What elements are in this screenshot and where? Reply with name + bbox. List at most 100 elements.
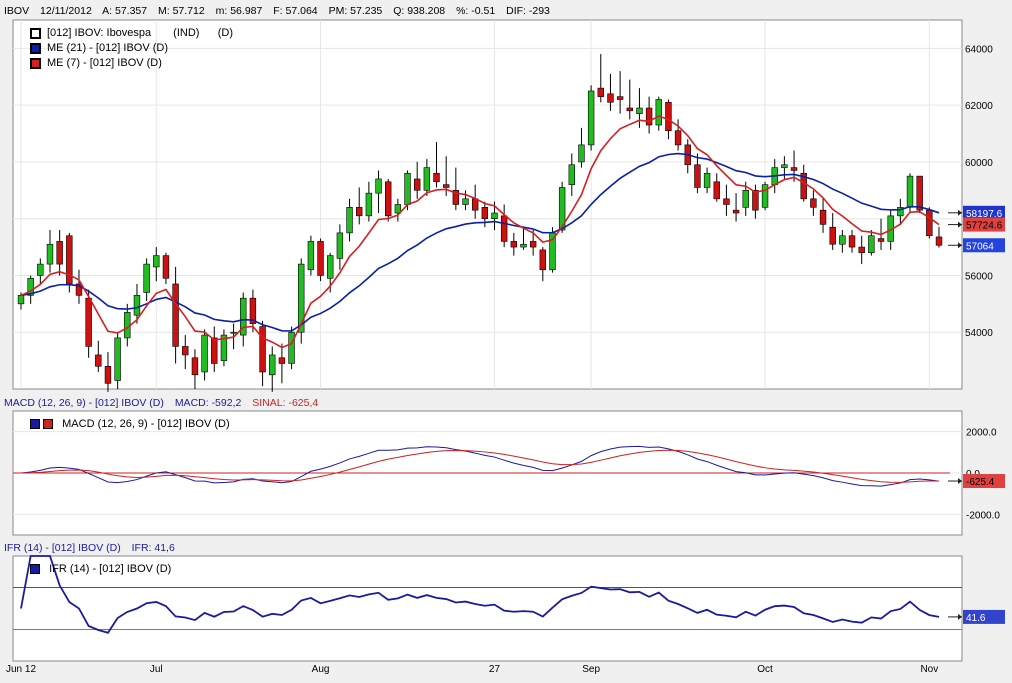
legend-label: ME (21) - [012] IBOV (D): [47, 42, 169, 54]
candle-body: [471, 198, 479, 211]
legend-label: ME (7) - [012] IBOV (D): [47, 57, 162, 69]
pct-value: %: -0.51: [456, 5, 496, 17]
candle-body: [269, 354, 276, 376]
x-tick-label: Nov: [920, 664, 938, 675]
candle-body: [616, 96, 624, 100]
candle-body: [665, 102, 672, 131]
ifr-value: IFR: 41,6: [131, 542, 175, 554]
candle-body: [37, 263, 44, 276]
candle-body: [288, 331, 295, 364]
close-tag: [963, 238, 1005, 253]
ifr-header: IFR (14) - [012] IBOV (D) IFR: 41,6: [4, 541, 183, 555]
price-legend-item: [012] IBOV: Ibovespa (IND) (D): [30, 26, 233, 41]
candle-body: [713, 181, 720, 200]
macd-legend-label: MACD (12, 26, 9) - [012] IBOV (D): [62, 418, 230, 430]
macd-header: MACD (12, 26, 9) - [012] IBOV (D) MACD: …: [4, 396, 326, 410]
candle-body: [104, 365, 112, 384]
close-value: F: 57.064: [273, 5, 318, 17]
candle-body: [249, 297, 257, 325]
candle-body: [307, 241, 315, 271]
candle-body: [423, 167, 431, 191]
candle-body: [336, 232, 344, 259]
legend-label: [012] IBOV: Ibovespa: [47, 27, 152, 39]
x-tick-label: Jun 12: [6, 664, 36, 675]
candle-body: [549, 232, 556, 271]
legend-extra: (IND) (D): [173, 27, 234, 39]
ifr-title: IFR (14) - [012] IBOV (D): [4, 542, 121, 554]
candle-body: [645, 107, 653, 126]
symbol-label: IBOV: [4, 5, 30, 17]
ifr-pane[interactable]: [12, 555, 963, 662]
candle-body: [868, 235, 875, 254]
signal-legend-swatch: [43, 419, 54, 430]
candle-body: [346, 207, 353, 234]
ema7-tag: [963, 217, 1005, 232]
dif-value: DIF: -293: [506, 5, 550, 17]
low-value: m: 56.987: [215, 5, 263, 17]
ifr-tag: [963, 609, 1005, 624]
macd-line: [20, 445, 940, 487]
candle-body: [790, 167, 798, 171]
candle-body: [462, 198, 469, 205]
candle-body: [819, 209, 827, 225]
ifr-arrowhead: [958, 613, 962, 620]
candle-body: [810, 198, 817, 208]
quote-header: IBOV 12/11/2012 A: 57.357 M: 57.712 m: 5…: [4, 4, 558, 18]
close-tag-label: 57064: [966, 241, 994, 252]
ema21-arrowhead: [958, 209, 962, 216]
price-tick-label: 56000: [965, 271, 993, 282]
macd-tick-label: -2000.0: [966, 510, 1000, 521]
ema7-arrowhead: [958, 221, 962, 228]
candle-body: [626, 107, 633, 112]
candle-body: [394, 204, 402, 214]
candles: [17, 54, 943, 392]
candle-body: [220, 334, 228, 361]
candle-body: [742, 190, 749, 208]
price-tick-label: 54000: [965, 328, 993, 339]
candle-body: [433, 172, 440, 183]
signal-line: [20, 449, 940, 483]
candle-body: [568, 164, 575, 185]
ema7-line: [20, 115, 940, 349]
macd-tag-label: -625.4: [966, 477, 995, 488]
candle-body: [858, 246, 865, 254]
candle-body: [365, 192, 373, 217]
candle-body: [597, 87, 604, 97]
candle-body: [259, 326, 266, 373]
candle-body: [500, 215, 508, 242]
candle-body: [404, 172, 411, 205]
price-tick-label: 60000: [965, 158, 993, 169]
x-tick-label: 27: [489, 664, 501, 675]
candle-body: [723, 198, 730, 205]
ifr-legend: IFR (14) - [012] IBOV (D): [30, 562, 171, 576]
macd-tag: [963, 474, 1005, 489]
avg-value: PM: 57.235: [328, 5, 383, 17]
price-legend: [012] IBOV: Ibovespa (IND) (D) ME (21) - […: [30, 26, 233, 71]
ema7-tag-label: 57724.6: [966, 221, 1003, 232]
ifr-tag-label: 41.6: [966, 613, 986, 624]
x-tick-label: Sep: [582, 664, 600, 675]
macd-title: MACD (12, 26, 9) - [012] IBOV (D): [4, 397, 164, 409]
candle-body: [655, 99, 662, 126]
macd-arrowhead: [958, 478, 962, 485]
candle-body: [356, 207, 363, 217]
candle-body: [46, 243, 54, 265]
ema21-tag-label: 58197.6: [966, 209, 1003, 220]
legend-swatch: [30, 57, 41, 69]
candle-body: [926, 209, 933, 237]
price-tick-label: 64000: [965, 44, 993, 55]
candle-body: [452, 190, 460, 205]
macd-legend-swatch: [30, 419, 40, 430]
ifr-legend-swatch: [30, 564, 40, 575]
candle-body: [732, 209, 740, 214]
candle-body: [153, 255, 160, 268]
candle-body: [85, 297, 92, 347]
x-tick-label: Jul: [150, 664, 163, 675]
candle-body: [27, 277, 34, 296]
high-value: M: 57.712: [158, 5, 205, 17]
candle-body: [442, 184, 450, 188]
ifr-line: [20, 555, 940, 634]
